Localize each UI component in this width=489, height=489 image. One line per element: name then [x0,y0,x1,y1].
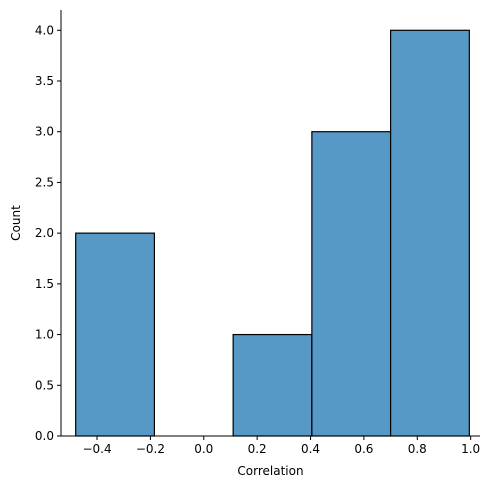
x-tick-label: 1.0 [461,442,480,456]
y-tick-label: 3.5 [35,74,54,88]
x-tick-label: 0.6 [354,442,373,456]
histogram-bar [232,333,313,437]
y-ticks: 0.0 0.5 1.0 1.5 2.0 2.5 3.0 3.5 4.0 [35,23,61,443]
x-tick-label: −0.4 [82,442,111,456]
y-tick-label: 0.0 [35,429,54,443]
x-ticks: −0.4 −0.2 0.0 0.2 0.4 0.6 0.8 1.0 [82,436,480,456]
y-tick-label: 1.5 [35,277,54,291]
y-tick-label: 1.0 [35,328,54,342]
bars-layer [75,29,470,437]
y-axis-label: Count [9,205,23,241]
histogram-bar [311,131,392,437]
x-tick-label: 0.8 [408,442,427,456]
x-tick-label: −0.2 [136,442,165,456]
y-tick-label: 2.0 [35,226,54,240]
histogram-bar [75,232,156,437]
histogram-bar [390,29,470,437]
x-tick-label: 0.0 [194,442,213,456]
y-tick-label: 2.5 [35,175,54,189]
x-tick-label: 0.4 [301,442,320,456]
x-tick-label: 0.2 [248,442,267,456]
x-axis-label: Correlation [237,464,303,478]
y-tick-label: 3.0 [35,125,54,139]
y-tick-label: 0.5 [35,378,54,392]
y-tick-label: 4.0 [35,23,54,37]
